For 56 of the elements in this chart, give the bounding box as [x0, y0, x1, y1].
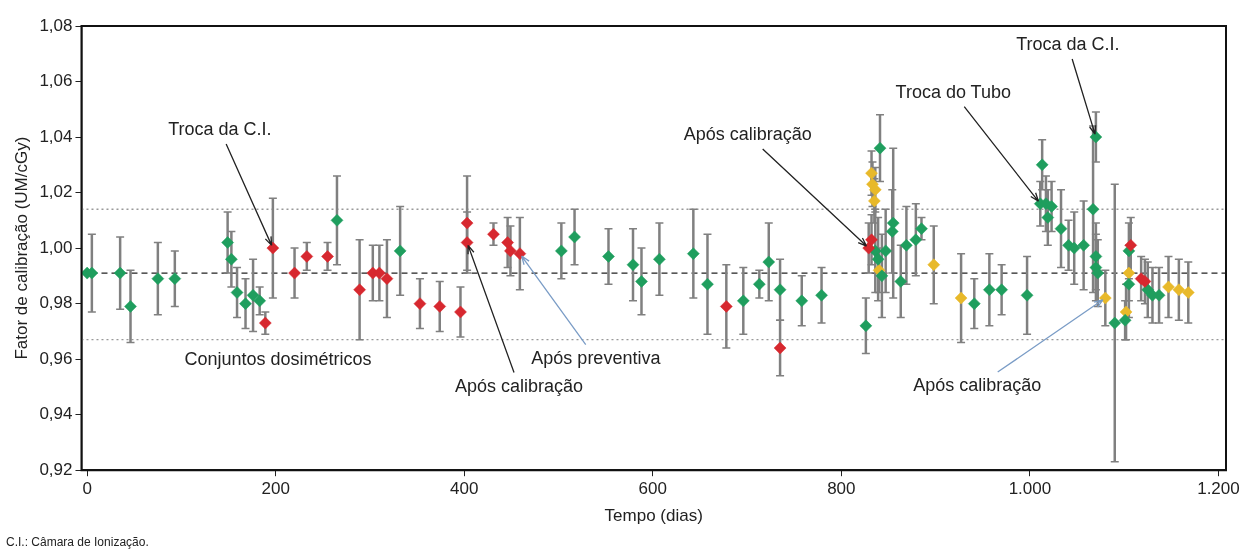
annotation: Após calibração: [913, 375, 1042, 396]
point: [487, 227, 500, 241]
point: [868, 194, 881, 208]
point: [259, 316, 272, 330]
point: [865, 166, 878, 180]
y-tick-label: 1,08: [39, 15, 73, 35]
point: [1172, 283, 1186, 296]
x-tick-label: 400: [450, 479, 479, 499]
point: [266, 241, 280, 255]
y-tick-label: 1,00: [39, 237, 73, 257]
point: [413, 297, 427, 310]
point: [720, 300, 733, 313]
point: [300, 250, 314, 263]
y-tick-label: 1,02: [39, 182, 73, 202]
point: [353, 283, 366, 296]
y-tick-label: 1,06: [39, 71, 73, 91]
y-tick-label: 0,96: [39, 348, 73, 368]
x-axis-title: Tempo (dias): [604, 506, 703, 526]
annotation: Após calibração: [683, 124, 812, 145]
point: [380, 272, 394, 285]
x-tick-label: 1.000: [1008, 479, 1052, 499]
point: [869, 183, 882, 197]
point: [1162, 280, 1175, 294]
point: [288, 266, 301, 280]
x-tick-label: 600: [638, 479, 667, 499]
annotation: Troca do Tubo: [895, 81, 1011, 102]
point: [773, 341, 787, 355]
point: [460, 236, 474, 249]
text: C.I.: Câmara de Ionização.: [6, 535, 149, 550]
x-tick-label: 200: [261, 479, 290, 499]
annotation: Troca da C.I.: [168, 119, 272, 140]
point: [1122, 266, 1136, 280]
x-tick-label: 0: [82, 479, 92, 499]
point: [504, 244, 517, 258]
point: [927, 258, 940, 272]
point: [433, 300, 446, 313]
annotation: Após calibração: [455, 375, 584, 396]
annotation: Troca da C.I.: [1016, 34, 1120, 55]
point: [454, 305, 467, 319]
y-axis-title: Fator de calibração (UM/cGy): [11, 136, 31, 360]
y-tick-label: 0,98: [39, 293, 73, 313]
point: [321, 250, 334, 263]
annotation: Conjuntos dosimétricos: [184, 348, 372, 369]
y-tick-label: 0,92: [39, 459, 73, 479]
x-tick-label: 800: [827, 479, 856, 499]
point: [460, 216, 474, 230]
y-tick-label: 1,04: [39, 126, 73, 146]
point: [513, 247, 527, 260]
annotation: Após preventiva: [531, 347, 662, 368]
point: [1124, 239, 1138, 252]
point: [865, 233, 878, 247]
point: [1182, 286, 1195, 299]
y-tick-label: 0,94: [39, 404, 73, 424]
point: [1099, 291, 1112, 305]
x-tick-label: 1.200: [1197, 479, 1240, 499]
point: [954, 291, 968, 305]
